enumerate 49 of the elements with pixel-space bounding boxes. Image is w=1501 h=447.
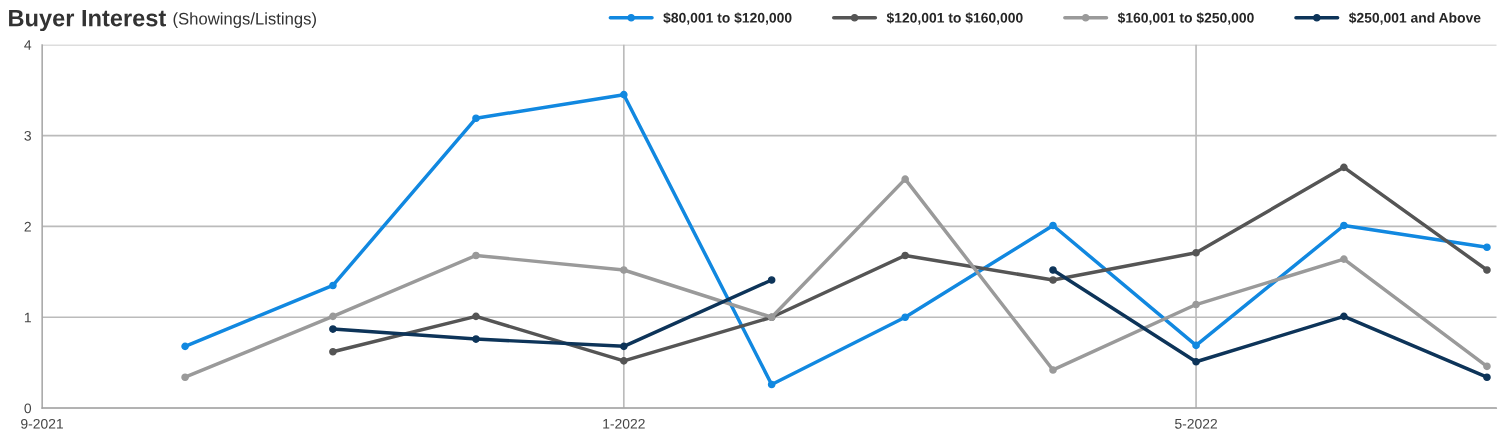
point xyxy=(1192,341,1200,350)
x-tick-label: 5-2022 xyxy=(1175,418,1217,429)
point xyxy=(901,251,909,260)
point xyxy=(1049,366,1057,374)
point xyxy=(181,373,189,382)
point xyxy=(329,347,337,356)
point xyxy=(619,266,628,274)
point xyxy=(1192,300,1200,309)
y-tick-label: 4 xyxy=(24,40,32,50)
point xyxy=(472,251,480,260)
point xyxy=(1483,362,1491,371)
legend-label: $160,001 to $250,000 xyxy=(1117,12,1254,25)
chart-title: Buyer Interest xyxy=(9,9,166,32)
point xyxy=(1340,255,1348,263)
x-tick-label: 9-2021 xyxy=(21,418,63,429)
point xyxy=(472,114,480,123)
point xyxy=(1340,221,1348,230)
legend-label: $80,001 to $120,000 xyxy=(663,12,792,25)
point xyxy=(767,380,776,389)
point xyxy=(901,313,909,322)
point xyxy=(329,325,337,333)
point xyxy=(619,342,628,351)
point xyxy=(767,276,776,284)
point xyxy=(1483,266,1491,274)
point xyxy=(1049,276,1057,284)
y-tick-label: 2 xyxy=(24,221,31,232)
point xyxy=(619,90,628,99)
point xyxy=(1483,243,1491,252)
point xyxy=(472,312,480,321)
point xyxy=(1049,221,1057,230)
chart-subtitle: (Showings/Listings) xyxy=(173,12,316,28)
y-tick-label: 3 xyxy=(24,130,31,141)
point xyxy=(1192,248,1200,257)
point xyxy=(1340,312,1348,321)
legend-label: $120,001 to $160,000 xyxy=(886,12,1023,25)
point xyxy=(329,281,337,290)
point xyxy=(619,357,628,365)
point xyxy=(1192,357,1200,366)
legend-label: $250,001 and Above xyxy=(1348,12,1481,25)
point xyxy=(329,312,337,321)
point xyxy=(1340,163,1348,172)
point xyxy=(472,335,480,343)
y-tick-label: 1 xyxy=(24,312,31,323)
point xyxy=(1049,266,1057,274)
y-tick-label: 0 xyxy=(24,403,32,414)
point xyxy=(181,342,189,351)
point xyxy=(901,175,909,183)
x-tick-label: 1-2022 xyxy=(603,418,645,429)
point xyxy=(1483,373,1491,382)
